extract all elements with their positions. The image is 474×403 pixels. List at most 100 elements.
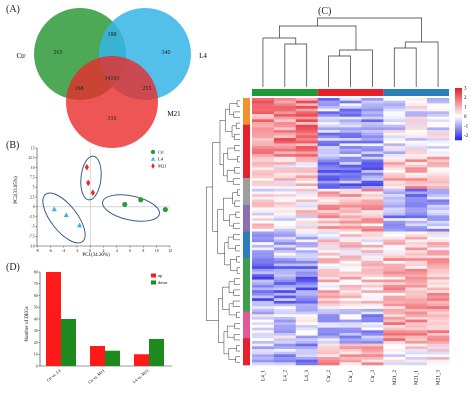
heatmap-cell [339, 314, 362, 318]
colorbar-step [455, 93, 462, 95]
heatmap-cell [252, 172, 275, 176]
venn-label-m21: M21 [167, 110, 181, 118]
heatmap-cell [383, 188, 406, 192]
heatmap-cell [361, 260, 384, 264]
heatmap-cell [339, 242, 362, 246]
heatmap-cell [361, 252, 384, 256]
heatmap-cell [317, 231, 340, 235]
heatmap-cell [339, 154, 362, 158]
heatmap-cell [405, 308, 428, 312]
heatmap-cell [252, 122, 275, 125]
heatmap-cell [405, 271, 428, 275]
heatmap-cell [383, 295, 406, 299]
heatmap-cell [383, 172, 406, 176]
heatmap-cell [317, 162, 340, 166]
heatmap-cell [383, 183, 406, 187]
heatmap-cell [252, 316, 275, 320]
heatmap-cell [252, 223, 275, 227]
heatmap-cell [361, 284, 384, 288]
heatmap-cell [317, 306, 340, 310]
heatmap-cell [252, 266, 275, 270]
heatmap-cell [383, 276, 406, 280]
heatmap-cell [317, 183, 340, 187]
heatmap-cell [273, 234, 297, 238]
heatmap-cell [295, 119, 318, 123]
colorbar-step [455, 88, 462, 90]
heatmap-cell [295, 154, 318, 158]
heatmap-cell [317, 164, 340, 168]
pca-ellipse-m21 [80, 155, 102, 201]
heatmap-cell [252, 148, 275, 152]
heatmap-cell [405, 324, 428, 328]
heatmap-cell [295, 215, 318, 219]
heatmap-cell [405, 266, 428, 270]
heatmap-cell [273, 260, 297, 264]
heatmap-cell [427, 180, 450, 184]
heatmap-cell [405, 210, 428, 214]
heatmap-cell [252, 231, 275, 235]
heatmap-cell [252, 271, 275, 275]
heatmap-cell [405, 250, 428, 254]
pca-legend-marker-l4 [150, 156, 156, 161]
heatmap-cell [273, 191, 297, 195]
heatmap-cell [273, 119, 297, 123]
heatmap-cell [273, 162, 297, 166]
heatmap-cell [339, 122, 362, 125]
heatmap-cell [317, 322, 340, 326]
heatmap-cell [295, 268, 318, 272]
dendro-link [328, 55, 351, 87]
heatmap-cell [252, 308, 275, 312]
heatmap-cell [339, 236, 362, 240]
bar-category-label: Ctr vs. M21 [87, 368, 106, 385]
pca-x-tick-label: -4 [62, 249, 65, 253]
heatmap-cell [273, 295, 297, 299]
heatmap-cell [405, 279, 428, 283]
heatmap-cell [295, 143, 318, 147]
heatmap-cell [405, 258, 428, 262]
heatmap-cell [339, 124, 362, 128]
heatmap-cell [295, 124, 318, 128]
heatmap-cell [383, 124, 406, 128]
heatmap-cell [273, 252, 297, 256]
heatmap-cell [383, 314, 406, 318]
heatmap-cell [427, 220, 450, 224]
pca-ellipse-l4 [42, 192, 86, 244]
heatmap-cell [427, 239, 450, 243]
heatmap-cell [273, 244, 297, 248]
heatmap-cell [339, 202, 362, 206]
bar-legend-swatch-down [151, 280, 156, 285]
heatmap-cell [295, 178, 318, 182]
heatmap-cell [317, 140, 340, 144]
heatmap-cell [295, 362, 318, 366]
heatmap-cell [383, 298, 406, 302]
heatmap-cell [317, 127, 340, 131]
heatmap-cell [339, 130, 362, 134]
heatmap-cell [273, 338, 297, 342]
heatmap-cell [295, 242, 318, 246]
colorbar-step [455, 89, 462, 91]
pca-x-tick-label: 0 [89, 249, 91, 253]
heatmap-cell [273, 330, 297, 334]
heatmap-cell [273, 151, 297, 155]
heatmap-cell [317, 196, 340, 200]
heatmap-cell [427, 319, 450, 323]
heatmap-cell [295, 255, 318, 259]
pca-y-tick-label: -5 [32, 225, 35, 229]
heatmap-cell [405, 143, 428, 147]
heatmap-cell [383, 348, 406, 352]
heatmap-cell [317, 338, 340, 342]
heatmap-column-label: L4_3 [304, 370, 310, 381]
heatmap-cell [339, 338, 362, 342]
pca-legend-marker-m21 [151, 163, 155, 169]
heatmap-cell [361, 108, 384, 112]
heatmap-cell [405, 215, 428, 219]
heatmap-cell [427, 247, 450, 251]
heatmap-cell [405, 172, 428, 176]
heatmap-cell [427, 354, 450, 358]
heatmap-cell [383, 127, 406, 131]
heatmap-cell [295, 98, 318, 101]
heatmap-cell [427, 266, 450, 270]
row-dendro-link [234, 278, 240, 285]
heatmap-cell [273, 111, 297, 115]
heatmap-cell [383, 322, 406, 326]
